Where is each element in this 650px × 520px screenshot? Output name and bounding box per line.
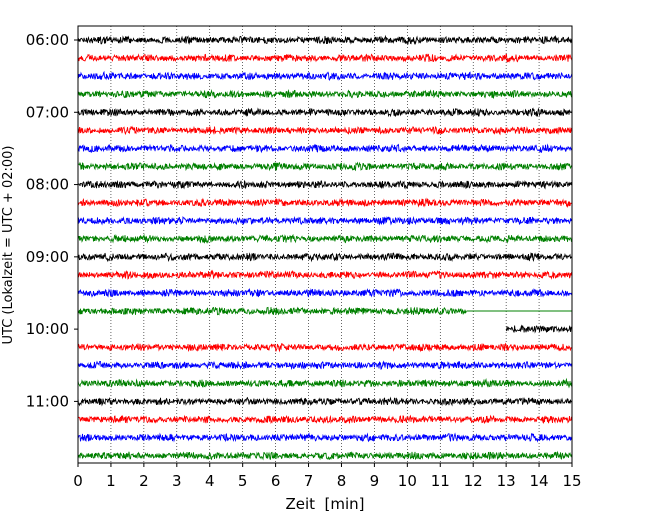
- trace-1130: [77, 432, 573, 443]
- trace-1000: [505, 324, 573, 334]
- trace-0800: [77, 179, 573, 190]
- trace-0645: [77, 88, 573, 100]
- x-tick-label: 9: [370, 472, 380, 490]
- x-tick-label: 7: [304, 472, 314, 490]
- plot-frame: [77, 25, 573, 464]
- trace-0730: [77, 143, 573, 154]
- y-tick-label: 07:00: [26, 103, 69, 121]
- x-axis-label: Zeit [min]: [285, 495, 364, 513]
- x-tick-label: 12: [464, 472, 483, 490]
- x-axis: 0 1 2 3 4 5 6 7 8 9 10 11 12 13 14 15: [73, 463, 582, 490]
- trace-0915: [77, 269, 573, 280]
- x-tick-label: 8: [337, 472, 347, 490]
- x-tick-label: 5: [238, 472, 248, 490]
- trace-1030: [77, 360, 573, 371]
- trace-1015: [77, 342, 573, 353]
- x-tick-label: 14: [530, 472, 549, 490]
- trace-0715: [77, 125, 573, 136]
- x-tick-label: 2: [139, 472, 149, 490]
- trace-0945: [77, 306, 467, 316]
- y-axis-label: UTC (Lokalzeit = UTC + 02:00): [1, 146, 16, 345]
- trace-0900: [77, 252, 573, 263]
- y-tick-label: 10:00: [26, 320, 69, 338]
- trace-1145: [77, 450, 573, 461]
- trace-0845: [77, 233, 573, 244]
- x-tick-label: 10: [398, 472, 417, 490]
- x-tick-label: 11: [431, 472, 450, 490]
- trace-0630: [77, 70, 573, 81]
- x-tick-label: 3: [172, 472, 182, 490]
- y-tick-label: 08:00: [26, 176, 69, 194]
- trace-1115: [77, 414, 573, 425]
- trace-1045: [77, 377, 573, 389]
- trace-0745: [77, 161, 573, 172]
- x-tick-label: 15: [562, 472, 581, 490]
- x-tick-label: 4: [205, 472, 215, 490]
- y-tick-label: 11:00: [26, 392, 69, 410]
- trace-0815: [77, 197, 573, 209]
- trace-0930: [77, 287, 573, 298]
- vertical-grid: [110, 26, 540, 463]
- trace-0615: [77, 53, 573, 63]
- x-tick-label: 6: [271, 472, 281, 490]
- x-tick-label: 13: [497, 472, 516, 490]
- trace-0600: [77, 34, 573, 45]
- y-tick-label: 06:00: [26, 31, 69, 49]
- trace-group: [77, 34, 573, 461]
- x-tick-label: 0: [73, 472, 83, 490]
- y-axis: 06:00 07:00 08:00 09:00 10:00 11:00: [26, 31, 78, 410]
- trace-0830: [77, 215, 573, 226]
- y-tick-label: 09:00: [26, 248, 69, 266]
- trace-0700: [77, 107, 573, 118]
- x-tick-label: 1: [106, 472, 116, 490]
- trace-1100: [77, 396, 573, 407]
